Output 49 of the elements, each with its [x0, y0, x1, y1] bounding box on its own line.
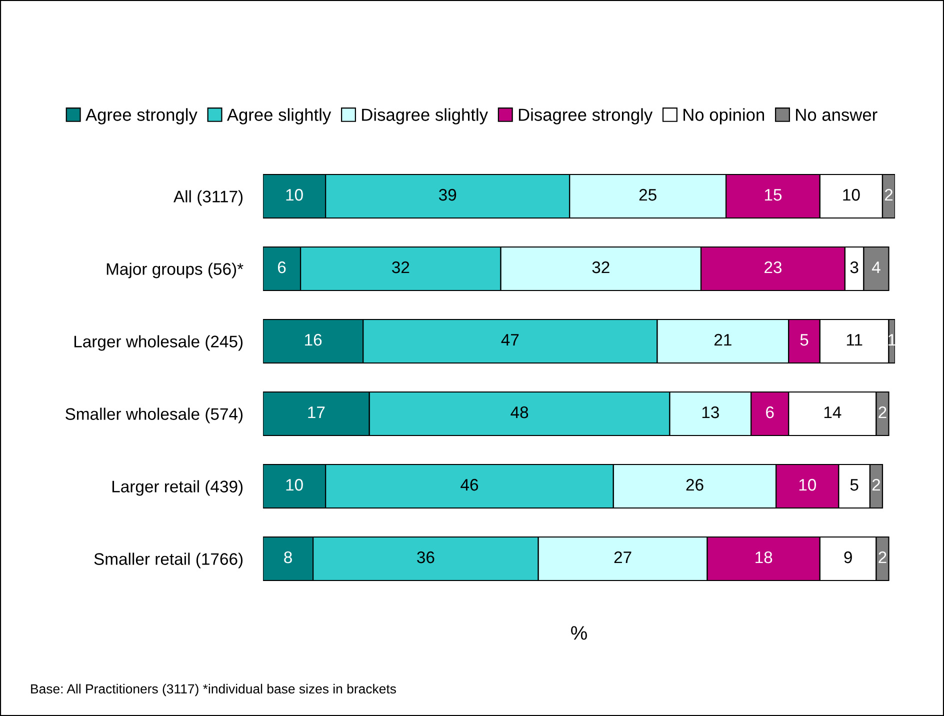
data-label: 18 — [756, 551, 772, 564]
data-label: 5 — [800, 334, 808, 346]
legend-label: Agree strongly — [86, 108, 198, 124]
legend-label: Disagree strongly — [518, 108, 653, 124]
data-label: 5 — [850, 479, 858, 491]
data-label: 14 — [824, 406, 842, 418]
data-label: 23 — [764, 261, 782, 274]
data-label: 8 — [284, 551, 292, 564]
data-label: 2 — [872, 478, 880, 491]
y-tick-label: Larger retail (439) — [112, 480, 243, 496]
data-label: 47 — [501, 334, 519, 346]
y-tick-label: Smaller wholesale (574) — [66, 408, 243, 424]
y-tick-label: Larger wholesale (245) — [74, 335, 243, 351]
data-label: 10 — [799, 478, 816, 491]
data-label: 11 — [846, 334, 862, 346]
x-axis-title: % — [571, 626, 587, 640]
data-label: 17 — [308, 406, 325, 418]
data-label: 6 — [278, 261, 286, 274]
data-label: 32 — [392, 261, 410, 274]
data-label: 2 — [878, 406, 886, 418]
data-label: 10 — [286, 478, 303, 491]
data-label: 2 — [884, 188, 893, 201]
legend-label: No opinion — [684, 108, 764, 124]
data-label: 13 — [702, 406, 719, 418]
data-label: 10 — [843, 188, 860, 201]
data-label: 3 — [850, 261, 858, 274]
y-tick-label: Smaller retail (1766) — [94, 552, 243, 568]
data-label: 10 — [286, 188, 303, 201]
data-label: 26 — [686, 478, 704, 491]
data-label: 32 — [592, 261, 610, 274]
data-label: 4 — [872, 262, 880, 274]
data-label: 48 — [510, 406, 528, 418]
data-label: 36 — [417, 551, 434, 564]
legend-label: No answer — [796, 108, 878, 121]
data-label: 16 — [305, 334, 322, 346]
text: Base: All Practitioners (3117) *individual base sizes in brackets — [31, 684, 396, 696]
data-label: 6 — [766, 406, 774, 418]
data-label: 15 — [764, 189, 782, 201]
data-label: 25 — [639, 188, 656, 201]
data-label: 9 — [844, 551, 852, 564]
data-label: 39 — [438, 188, 456, 201]
data-label: 21 — [714, 334, 732, 346]
data-label: 46 — [460, 478, 478, 491]
legend-label: Disagree slightly — [362, 108, 488, 124]
y-tick-label: Major groups (56)* — [106, 262, 244, 278]
legend-label: Agree slightly — [226, 108, 332, 124]
data-label: 27 — [614, 551, 632, 564]
y-tick-label: All (3117) — [173, 190, 243, 206]
data-label: 2 — [878, 551, 886, 564]
